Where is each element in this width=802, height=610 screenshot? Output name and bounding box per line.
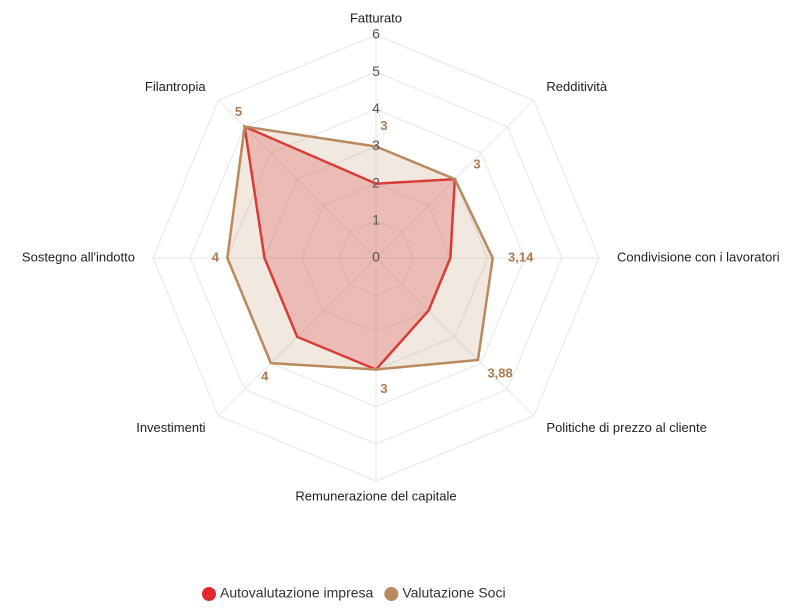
category-label: Politiche di prezzo al cliente — [546, 420, 706, 435]
category-label: Filantropia — [145, 79, 206, 94]
category-label: Sostegno all'indotto — [22, 249, 135, 264]
legend-label: Autovalutazione impresa — [220, 585, 374, 601]
data-label: 5 — [235, 104, 242, 119]
data-label: 3,14 — [508, 249, 534, 264]
y-tick-label: 3 — [372, 137, 380, 153]
category-label: Investimenti — [136, 420, 205, 435]
data-label: 4 — [261, 369, 269, 384]
series-area — [226, 125, 494, 371]
y-tick-label: 0 — [372, 249, 380, 265]
data-label: 3 — [380, 118, 387, 133]
y-tick-label: 6 — [372, 26, 380, 42]
y-tick-label: 1 — [372, 212, 380, 228]
legend-label: Valutazione Soci — [402, 585, 505, 601]
y-tick-label: 5 — [372, 63, 380, 79]
data-label: 3,88 — [487, 366, 512, 381]
legend-marker — [202, 587, 216, 601]
category-label: Redditività — [546, 79, 607, 94]
data-label: 4 — [212, 249, 220, 264]
y-tick-label: 4 — [372, 100, 380, 116]
data-label: 3 — [380, 381, 387, 396]
legend-marker — [384, 587, 399, 601]
axis-line — [375, 257, 535, 417]
category-label: Remunerazione del capitale — [295, 488, 456, 503]
category-label: Fatturato — [350, 10, 402, 25]
category-label: Condivisione con i lavoratori — [617, 249, 780, 264]
y-tick-label: 2 — [372, 174, 380, 190]
data-label: 3 — [473, 156, 480, 171]
